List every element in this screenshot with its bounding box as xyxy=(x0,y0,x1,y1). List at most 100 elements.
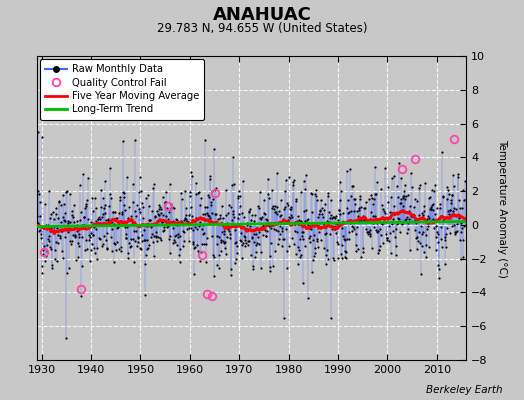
Point xyxy=(383,235,391,242)
Point xyxy=(260,209,268,216)
Point xyxy=(407,169,415,176)
Point xyxy=(383,237,391,243)
Point xyxy=(137,188,145,195)
Point xyxy=(392,183,401,189)
Point xyxy=(242,240,250,246)
Point xyxy=(288,214,297,220)
Point xyxy=(436,201,444,207)
Point xyxy=(212,241,221,248)
Point xyxy=(247,234,256,240)
Point xyxy=(392,243,400,249)
Point xyxy=(246,223,254,230)
Point xyxy=(252,249,260,255)
Point xyxy=(155,212,163,218)
Point xyxy=(299,229,308,236)
Point xyxy=(152,229,160,236)
Point xyxy=(190,245,199,251)
Point xyxy=(338,242,346,248)
Point xyxy=(273,204,281,210)
Point xyxy=(32,212,41,219)
Point xyxy=(359,245,367,251)
Point xyxy=(82,201,90,207)
Point xyxy=(194,188,203,195)
Point xyxy=(256,265,265,271)
Point xyxy=(285,214,293,220)
Point xyxy=(176,259,184,265)
Point xyxy=(391,252,400,258)
Point xyxy=(105,218,113,224)
Point xyxy=(147,223,155,230)
Point xyxy=(165,209,173,215)
Point xyxy=(344,210,353,216)
Point xyxy=(449,208,457,214)
Point xyxy=(182,212,190,218)
Point xyxy=(135,189,143,196)
Point xyxy=(151,233,160,240)
Point xyxy=(277,212,285,218)
Point xyxy=(250,218,258,224)
Point xyxy=(259,222,267,228)
Point xyxy=(231,239,239,246)
Point xyxy=(37,134,46,140)
Point xyxy=(47,246,55,252)
Point xyxy=(301,243,310,249)
Point xyxy=(405,215,413,222)
Point xyxy=(305,233,314,239)
Point xyxy=(46,244,54,250)
Point xyxy=(95,221,104,227)
Point xyxy=(383,235,391,241)
Point xyxy=(102,237,111,243)
Point xyxy=(117,218,126,224)
Point xyxy=(394,194,402,200)
Point xyxy=(357,217,365,224)
Point xyxy=(408,213,416,219)
Point xyxy=(451,229,459,235)
Point xyxy=(243,220,251,226)
Point xyxy=(382,230,390,237)
Point xyxy=(274,211,282,218)
Point xyxy=(446,207,454,214)
Point xyxy=(251,254,259,260)
Point xyxy=(181,215,189,221)
Point xyxy=(432,234,441,240)
Point xyxy=(131,208,139,214)
Point xyxy=(165,236,173,242)
Point xyxy=(241,234,249,240)
Point xyxy=(106,164,115,171)
Point xyxy=(206,173,214,179)
Point xyxy=(380,208,389,214)
Point xyxy=(294,217,303,223)
Point xyxy=(354,218,363,224)
Point xyxy=(376,226,384,232)
Point xyxy=(396,228,404,235)
Point xyxy=(332,230,341,236)
Point xyxy=(286,206,294,212)
Point xyxy=(440,260,449,267)
Point xyxy=(438,243,446,250)
Point xyxy=(340,236,348,242)
Point xyxy=(268,186,276,193)
Point xyxy=(282,248,291,254)
Point xyxy=(188,213,196,220)
Point xyxy=(342,249,351,256)
Point xyxy=(409,204,418,211)
Point xyxy=(409,212,417,218)
Point xyxy=(196,219,205,226)
Point xyxy=(35,191,43,197)
Point xyxy=(323,217,331,224)
Point xyxy=(333,220,341,227)
Point xyxy=(294,261,302,268)
Point xyxy=(38,270,47,276)
Point xyxy=(162,188,170,195)
Point xyxy=(367,195,376,201)
Point xyxy=(208,210,216,216)
Point xyxy=(71,232,79,239)
Point xyxy=(71,234,80,240)
Point xyxy=(51,246,59,253)
Point xyxy=(327,196,335,203)
Point xyxy=(415,229,423,235)
Point xyxy=(153,208,161,214)
Point xyxy=(427,206,435,212)
Point xyxy=(133,234,141,241)
Point xyxy=(287,212,296,218)
